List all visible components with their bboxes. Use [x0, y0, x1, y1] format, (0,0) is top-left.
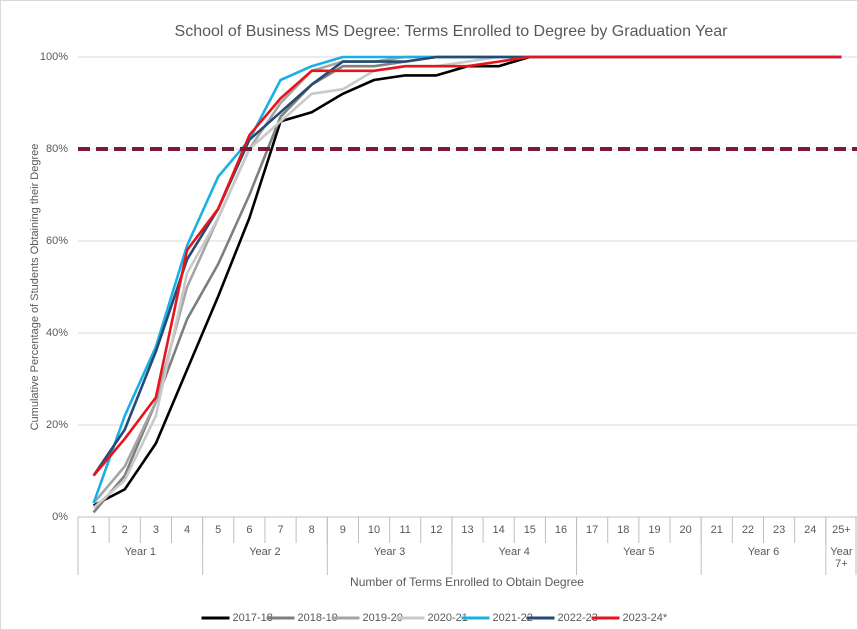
x-tick-label: 24 [804, 524, 816, 536]
x-tick-label: 14 [493, 524, 505, 536]
series-line [92, 55, 842, 477]
year-group-label: Year 2 [249, 546, 281, 558]
series-line [92, 55, 842, 504]
y-tick-label: 100% [40, 51, 68, 63]
x-tick-label: 17 [586, 524, 598, 536]
x-tick-label: 6 [246, 524, 252, 536]
x-tick-label: 7 [277, 524, 283, 536]
x-tick-label: 11 [399, 524, 410, 536]
x-tick-label: 10 [368, 524, 380, 536]
y-tick-label: 60% [46, 235, 68, 247]
x-tick-label: 12 [430, 524, 442, 536]
x-tick-label: 1 [91, 524, 97, 536]
x-tick-label: 8 [309, 524, 315, 536]
x-tick-label: 21 [711, 524, 723, 536]
legend-label: 2022-23 [558, 612, 598, 624]
x-tick-label: 2 [122, 524, 128, 536]
legend-label: 2023-24* [623, 612, 668, 624]
year-group-label: Year 3 [373, 546, 406, 558]
legend-label: 2017-18 [233, 612, 273, 624]
x-tick-label: 25+ [832, 524, 851, 536]
x-tick-label: 19 [648, 524, 660, 536]
series-line [92, 55, 842, 514]
x-tick-label: 16 [555, 524, 567, 536]
x-tick-label: 4 [184, 524, 190, 536]
series-line [92, 55, 842, 507]
chart-title: School of Business MS Degree: Terms Enro… [175, 23, 729, 40]
y-tick-label: 0% [52, 511, 68, 523]
legend-label: 2021-22 [493, 612, 533, 624]
x-axis-label: Number of Terms Enrolled to Obtain Degre… [350, 575, 584, 589]
legend-label: 2018-19 [298, 612, 338, 624]
year-group-label: Year 6 [747, 546, 780, 558]
series-line [92, 55, 842, 509]
year-group-label: Year 7+ [830, 546, 853, 570]
series-line [92, 55, 842, 505]
x-tick-label: 5 [215, 524, 221, 536]
x-tick-label: 22 [742, 524, 754, 536]
year-group-label: Year 5 [623, 546, 655, 558]
x-tick-label: 23 [773, 524, 785, 536]
y-tick-label: 20% [46, 419, 68, 431]
x-tick-label: 15 [524, 524, 536, 536]
year-group-label: Year 4 [498, 546, 530, 558]
legend-label: 2019-20 [363, 612, 403, 624]
x-tick-label: 18 [617, 524, 629, 536]
year-group-label: Year 1 [124, 546, 157, 558]
legend-label: 2020-21 [428, 612, 468, 624]
x-tick-label: 20 [679, 524, 691, 536]
x-tick-label: 9 [340, 524, 346, 536]
y-tick-label: 40% [46, 327, 68, 339]
y-tick-label: 80% [46, 143, 68, 155]
series-line [92, 55, 842, 477]
y-axis-label: Cumulative Percentage of Students Obtain… [29, 144, 41, 431]
x-tick-label: 3 [153, 524, 159, 536]
x-tick-label: 13 [461, 524, 473, 536]
